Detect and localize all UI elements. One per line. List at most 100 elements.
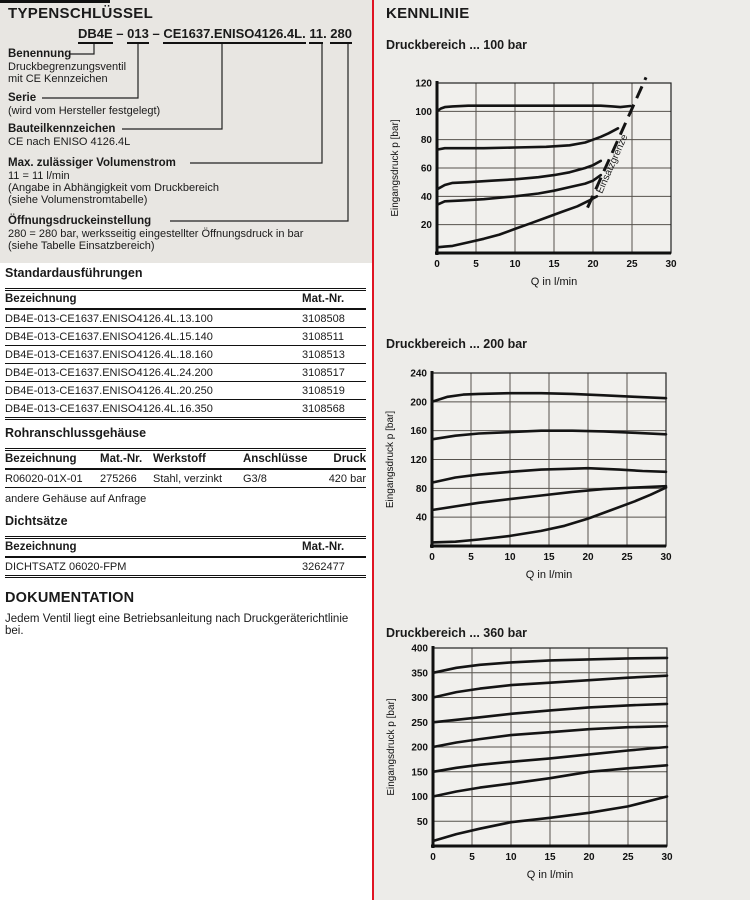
section-title-standardausfuehrungen: Standardausführungen xyxy=(5,266,143,280)
svg-text:20: 20 xyxy=(582,552,594,563)
code-label-bauteilkennzeichen: Bauteilkennzeichen CE nach ENISO 4126.4L xyxy=(8,123,368,148)
section-title-dichtsaetze: Dichtsätze xyxy=(5,514,68,528)
gehaeuse-note: andere Gehäuse auf Anfrage xyxy=(5,493,147,505)
svg-text:60: 60 xyxy=(421,164,433,175)
code-label-oeffnungsdruck: Öffnungsdruckeinstellung 280 = 280 bar, … xyxy=(8,215,368,252)
svg-text:20: 20 xyxy=(583,852,595,863)
svg-text:100: 100 xyxy=(411,792,428,803)
code-label-volumenstrom: Max. zulässiger Volumenstrom 11 = 11 l/m… xyxy=(8,157,368,206)
svg-text:10: 10 xyxy=(504,552,516,563)
svg-text:40: 40 xyxy=(421,192,433,203)
svg-text:20: 20 xyxy=(587,259,599,270)
svg-text:200: 200 xyxy=(411,743,428,754)
svg-text:30: 30 xyxy=(665,259,677,270)
dokumentation-text: Jedem Ventil liegt eine Betriebsanleitun… xyxy=(5,613,349,637)
svg-text:Q in l/min: Q in l/min xyxy=(531,276,577,288)
section-title-kennlinie: KENNLINIE xyxy=(386,5,470,22)
chart-druckbereich-360bar: 0 5 10 15 20 25 30 50 100 150 200 250 300 350 400 Q in … xyxy=(386,644,673,882)
standard-table: Bezeichnung Mat.-Nr. DB4E-013-CE1637.ENI… xyxy=(5,288,366,420)
svg-text:Q in l/min: Q in l/min xyxy=(526,569,572,581)
section-title-rohranschlussgehaeuse: Rohranschlussgehäuse xyxy=(5,426,147,440)
svg-text:15: 15 xyxy=(548,259,560,270)
svg-text:5: 5 xyxy=(469,852,475,863)
label-title: Öffnungsdruckeinstellung xyxy=(8,215,152,227)
svg-text:10: 10 xyxy=(509,259,521,270)
svg-text:5: 5 xyxy=(468,552,474,563)
connector-lines xyxy=(42,42,349,222)
svg-text:25: 25 xyxy=(626,259,638,270)
chart-title-360bar: Druckbereich ... 360 bar xyxy=(386,626,528,640)
code-segment-oeffnungsdruck: 280 xyxy=(330,26,352,44)
standardausfuehrungen-section: Standardausführungen Bezeichnung Mat.-Nr… xyxy=(5,266,366,420)
label-line: (siehe Tabelle Einsatzbereich) xyxy=(8,240,155,252)
svg-text:80: 80 xyxy=(421,135,433,146)
rohranschlussgehaeuse-section: Rohranschlussgehäuse Bezeichnung Mat.-Nr… xyxy=(5,426,366,505)
svg-text:5: 5 xyxy=(473,259,479,270)
svg-text:Eingangsdruck p [bar]: Eingangsdruck p [bar] xyxy=(385,411,396,509)
svg-text:15: 15 xyxy=(544,852,556,863)
label-line: CE nach ENISO 4126.4L xyxy=(8,136,131,148)
table-row: DB4E-013-CE1637.ENISO4126.4L.16.350 31085… xyxy=(5,399,366,420)
connector-line xyxy=(42,42,139,99)
col-header-bezeichnung: Bezeichnung xyxy=(5,537,302,558)
svg-text:150: 150 xyxy=(411,767,428,778)
table-row: DB4E-013-CE1637.ENISO4126.4L.18.160 31085… xyxy=(5,345,366,364)
section-title-dokumentation: DOKUMENTATION xyxy=(5,590,135,606)
label-line: 280 = 280 bar, werksseitig eingestellter… xyxy=(8,228,304,240)
connector-line xyxy=(70,42,95,55)
dokumentation-section: DOKUMENTATION Jedem Ventil liegt eine Be… xyxy=(5,590,366,637)
label-title: Max. zulässiger Volumenstrom xyxy=(8,157,176,169)
svg-text:120: 120 xyxy=(410,455,427,466)
dichtsaetze-table: Bezeichnung Mat.-Nr. DICHTSATZ 06020-FPM… xyxy=(5,536,366,578)
svg-text:0: 0 xyxy=(434,259,440,270)
svg-text:400: 400 xyxy=(411,644,428,655)
table-header-row: Bezeichnung Mat.-Nr. Werkstoff Anschlüss… xyxy=(5,449,366,470)
scan-artifact-bar xyxy=(0,0,110,3)
svg-text:80: 80 xyxy=(416,484,428,495)
svg-text:0: 0 xyxy=(430,852,436,863)
table-row: R06020-01X-01 275266 Stahl, verzinkt G3/… xyxy=(5,469,366,488)
svg-text:160: 160 xyxy=(410,426,427,437)
svg-text:10: 10 xyxy=(505,852,517,863)
svg-text:200: 200 xyxy=(410,397,427,408)
label-line: (Angabe in Abhängigkeit vom Druckbereich xyxy=(8,182,219,194)
connector-line xyxy=(122,42,223,130)
col-header-mat-nr: Mat.-Nr. xyxy=(302,537,366,558)
code-separator: – xyxy=(148,26,164,41)
code-label-serie: Serie (wird vom Hersteller festgelegt) xyxy=(8,92,368,117)
table-header-row: Bezeichnung Mat.-Nr. xyxy=(5,537,366,558)
code-segment-serie: 013 xyxy=(127,26,149,44)
svg-text:0: 0 xyxy=(429,552,435,563)
table-header-row: Bezeichnung Mat.-Nr. xyxy=(5,289,366,310)
col-header-bezeichnung: Bezeichnung xyxy=(5,289,302,310)
table-row: DICHTSATZ 06020-FPM 3262477 xyxy=(5,557,366,578)
svg-text:250: 250 xyxy=(411,718,428,729)
connector-line xyxy=(190,42,323,164)
svg-text:25: 25 xyxy=(622,852,634,863)
section-title-typenschluessel: TYPENSCHLÜSSEL xyxy=(8,5,154,22)
gehaeuse-table: Bezeichnung Mat.-Nr. Werkstoff Anschlüss… xyxy=(5,448,366,488)
label-line: Druckbegrenzungsventil xyxy=(8,61,127,73)
table-row: DB4E-013-CE1637.ENISO4126.4L.13.100 31085… xyxy=(5,309,366,328)
svg-text:15: 15 xyxy=(543,552,555,563)
right-column: KENNLINIE Druckbereich ... 100 bar Einsa… xyxy=(374,0,750,900)
svg-text:350: 350 xyxy=(411,668,428,679)
red-separator xyxy=(372,0,374,900)
code-segment-benennung: DB4E xyxy=(78,26,113,44)
table-row: DB4E-013-CE1637.ENISO4126.4L.24.200 31085… xyxy=(5,363,366,382)
label-title: Benennung xyxy=(8,48,72,60)
chart-druckbereich-200bar: 0 5 10 15 20 25 30 40 80 120 160 200 240 Q in l/min Ei… xyxy=(385,369,672,582)
label-line: (wird vom Hersteller festgelegt) xyxy=(8,105,161,117)
svg-text:240: 240 xyxy=(410,369,427,380)
label-title: Serie xyxy=(8,92,37,104)
svg-text:30: 30 xyxy=(660,552,672,563)
label-line: (siehe Volumenstromtabelle) xyxy=(8,194,148,206)
svg-text:50: 50 xyxy=(417,817,429,828)
label-line: mit CE Kennzeichen xyxy=(8,73,108,85)
code-segment-bauteil: CE1637.ENISO4126.4L. xyxy=(163,26,306,44)
dichtsaetze-section: Dichtsätze Bezeichnung Mat.-Nr. DICHTSAT… xyxy=(5,514,366,578)
svg-text:Eingangsdruck p [bar]: Eingangsdruck p [bar] xyxy=(386,698,397,796)
label-title: Bauteilkennzeichen xyxy=(8,123,116,135)
table-row: DB4E-013-CE1637.ENISO4126.4L.20.250 31085… xyxy=(5,381,366,400)
